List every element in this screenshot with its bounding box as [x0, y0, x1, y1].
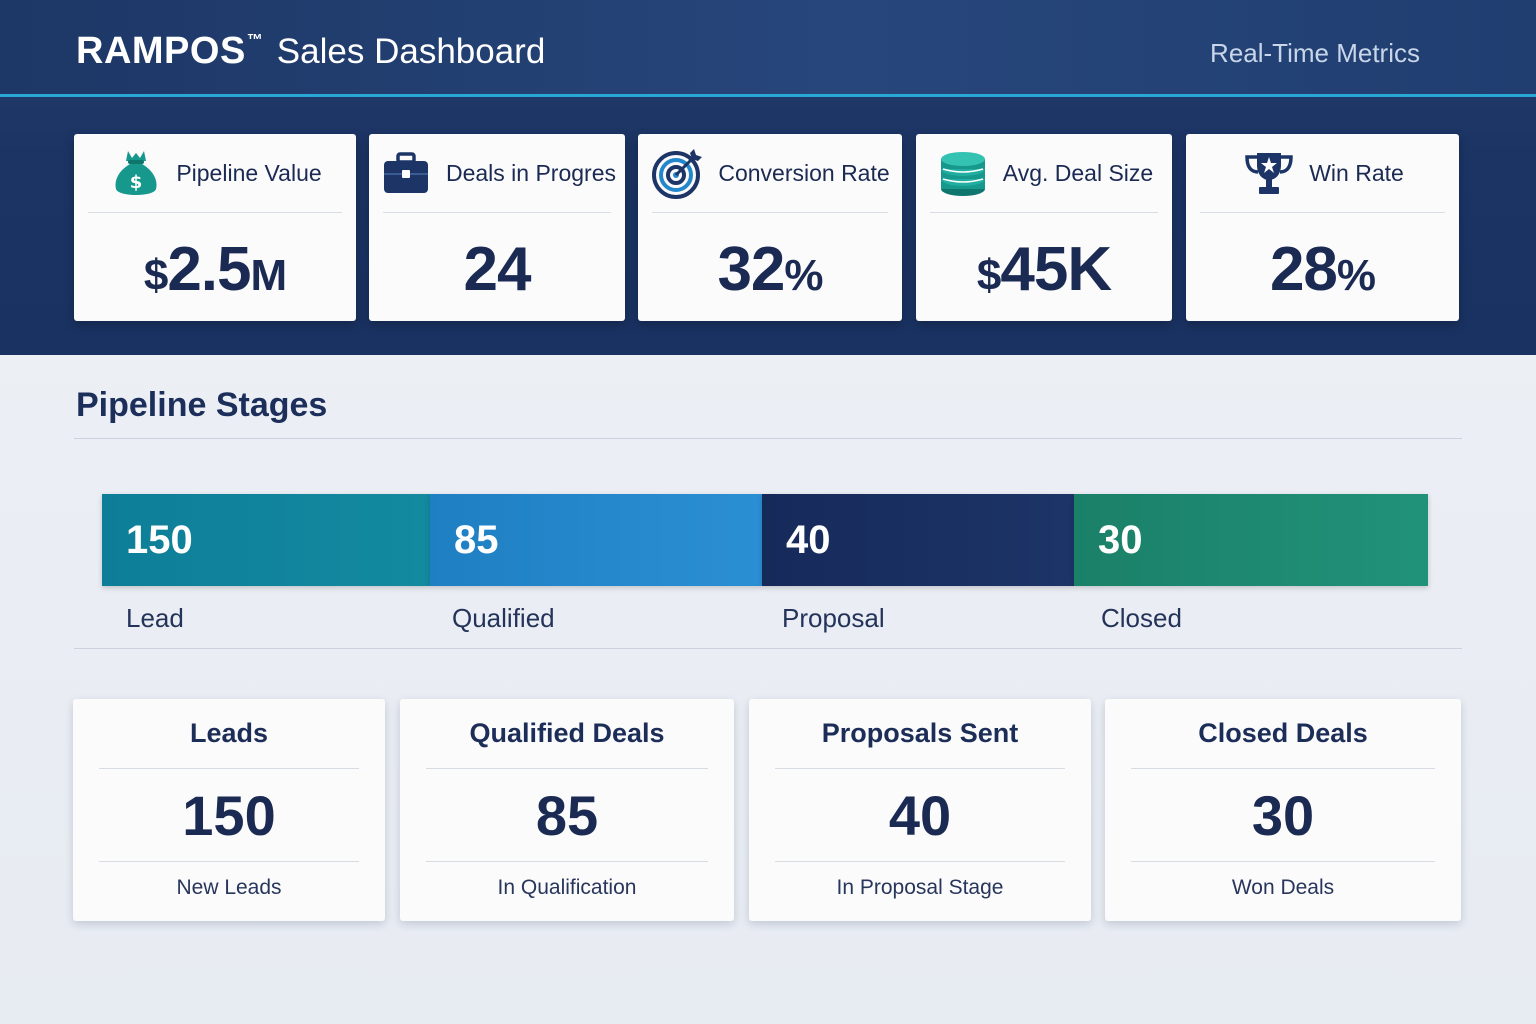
- kpi-value: 32%: [717, 235, 823, 304]
- brand-name: RAMPOS: [76, 30, 246, 72]
- money-bag-icon: $: [108, 145, 164, 201]
- kpi-header: Win Rate: [1200, 134, 1445, 213]
- pipeline-bar-closed[interactable]: 30: [1074, 494, 1428, 586]
- section-divider: [74, 438, 1462, 439]
- card-value: 30: [1131, 769, 1435, 862]
- kpi-card-conversion-rate[interactable]: Conversion Rate 32%: [638, 134, 902, 321]
- summary-card-leads[interactable]: Leads 150 New Leads: [73, 699, 385, 921]
- stage-label-lead: Lead: [126, 603, 184, 633]
- pipeline-bar-qualified[interactable]: 85: [430, 494, 762, 586]
- kpi-label: Conversion Rate: [718, 159, 890, 186]
- stage-label-qualified: Qualified: [452, 603, 555, 633]
- header-divider: [0, 94, 1536, 97]
- kpi-value: $45K: [976, 235, 1112, 304]
- kpi-value: 24: [463, 235, 532, 304]
- kpi-card-pipeline-value[interactable]: $ Pipeline Value $2.5M: [74, 134, 356, 321]
- section-divider: [74, 648, 1462, 649]
- card-title: Closed Deals: [1131, 699, 1435, 769]
- kpi-label: Pipeline Value: [176, 159, 322, 186]
- kpi-header: Conversion Rate: [650, 134, 890, 213]
- kpi-header: Deals in Progres: [383, 134, 616, 213]
- kpi-card-win-rate[interactable]: Win Rate 28%: [1186, 134, 1459, 321]
- kpi-label: Win Rate: [1309, 159, 1404, 186]
- kpi-card-avg-deal-size[interactable]: Avg. Deal Size $45K: [916, 134, 1172, 321]
- card-title: Qualified Deals: [426, 699, 708, 769]
- card-title: Proposals Sent: [775, 699, 1065, 769]
- section-title-pipeline: Pipeline Stages: [76, 386, 328, 424]
- kpi-header: $ Pipeline Value: [88, 134, 342, 213]
- pipeline-bar-count: 150: [126, 517, 193, 562]
- kpi-label: Avg. Deal Size: [1002, 159, 1154, 186]
- page-title: Sales Dashboard: [276, 32, 546, 71]
- app-brand: RAMPOS ™ Sales Dashboard: [76, 30, 545, 76]
- trophy-icon: [1241, 145, 1297, 201]
- target-icon: [650, 145, 706, 201]
- summary-card-qualified-deals[interactable]: Qualified Deals 85 In Qualification: [400, 699, 734, 921]
- header-subtitle: Real-Time Metrics: [1210, 38, 1420, 68]
- briefcase-icon: [378, 145, 434, 201]
- svg-text:$: $: [130, 172, 143, 193]
- card-title: Leads: [99, 699, 359, 769]
- pipeline-bar-proposal[interactable]: 40: [762, 494, 1074, 586]
- stage-label-proposal: Proposal: [782, 603, 885, 633]
- pipeline-bar-count: 40: [786, 517, 831, 562]
- card-value: 85: [426, 769, 708, 862]
- card-caption: Won Deals: [1231, 876, 1335, 899]
- pipeline-bar-count: 30: [1098, 517, 1143, 562]
- app-header: RAMPOS ™ Sales Dashboard Real-Time Metri…: [0, 0, 1536, 96]
- stage-label-closed: Closed: [1101, 603, 1182, 633]
- trademark-mark: ™: [246, 32, 263, 49]
- pipeline-bar-lead[interactable]: 150: [102, 494, 430, 586]
- kpi-card-deals-in-progress[interactable]: Deals in Progres 24: [369, 134, 625, 321]
- card-caption: In Qualification: [497, 876, 637, 899]
- pipeline-bar-count: 85: [454, 517, 499, 562]
- card-caption: In Proposal Stage: [836, 876, 1004, 899]
- card-value: 150: [99, 769, 359, 862]
- summary-card-closed-deals[interactable]: Closed Deals 30 Won Deals: [1105, 699, 1461, 921]
- card-caption: New Leads: [176, 876, 282, 899]
- coin-stack-icon: [935, 145, 991, 201]
- kpi-value: $2.5M: [143, 235, 287, 304]
- kpi-label: Deals in Progres: [445, 159, 617, 186]
- card-value: 40: [775, 769, 1065, 862]
- summary-card-proposals-sent[interactable]: Proposals Sent 40 In Proposal Stage: [749, 699, 1091, 921]
- kpi-header: Avg. Deal Size: [930, 134, 1158, 213]
- kpi-value: 28%: [1269, 235, 1376, 304]
